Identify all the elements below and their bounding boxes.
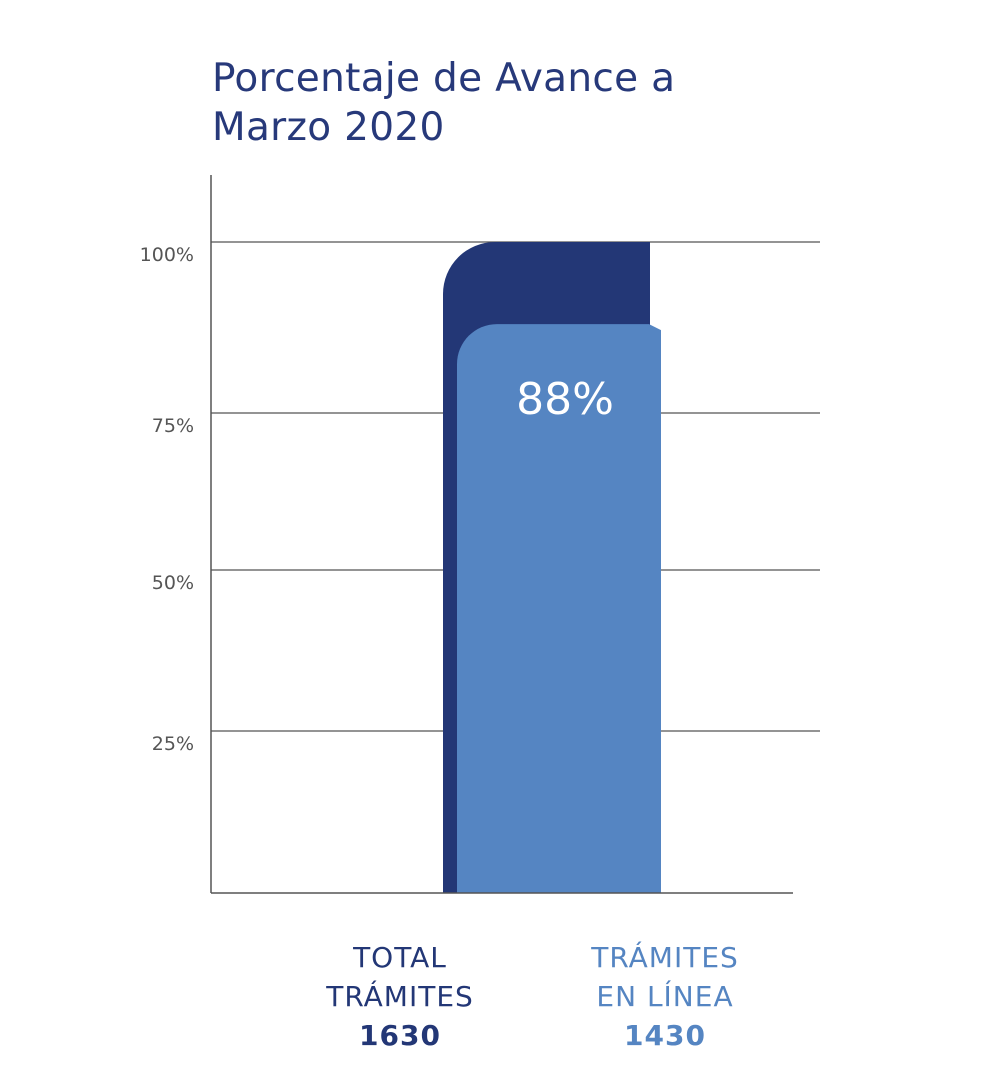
y-tick-label-75: 75% <box>152 415 194 437</box>
legend-online-label-line-1: TRÁMITES <box>591 941 739 974</box>
bar-tramites-en-linea <box>457 324 661 894</box>
y-tick-label-25: 25% <box>152 733 194 755</box>
data-labels: 88% <box>516 374 614 425</box>
y-axis-tick-labels: 25% 50% 75% 100% <box>140 244 194 755</box>
legend-online-label-line-2: EN LÍNEA <box>596 980 734 1013</box>
axes <box>210 175 793 894</box>
y-tick-label-100: 100% <box>140 244 194 266</box>
legend-online-count: 1430 <box>624 1019 706 1052</box>
chart-title-line-2: Marzo 2020 <box>212 105 445 150</box>
legend-total-label-line-1: TOTAL <box>353 941 447 974</box>
chart-title: Porcentaje de Avance a Marzo 2020 <box>212 54 832 152</box>
legend-tramites-en-linea: TRÁMITES EN LÍNEA 1430 <box>555 938 775 1055</box>
legend-total-count: 1630 <box>359 1019 441 1052</box>
y-tick-label-50: 50% <box>152 572 194 594</box>
legend-total-label-line-2: TRÁMITES <box>326 980 474 1013</box>
chart-title-line-1: Porcentaje de Avance a <box>212 56 676 101</box>
data-label-tramites-en-linea: 88% <box>516 374 614 425</box>
bars <box>443 242 661 894</box>
legend-total-tramites: TOTAL TRÁMITES 1630 <box>290 938 510 1055</box>
